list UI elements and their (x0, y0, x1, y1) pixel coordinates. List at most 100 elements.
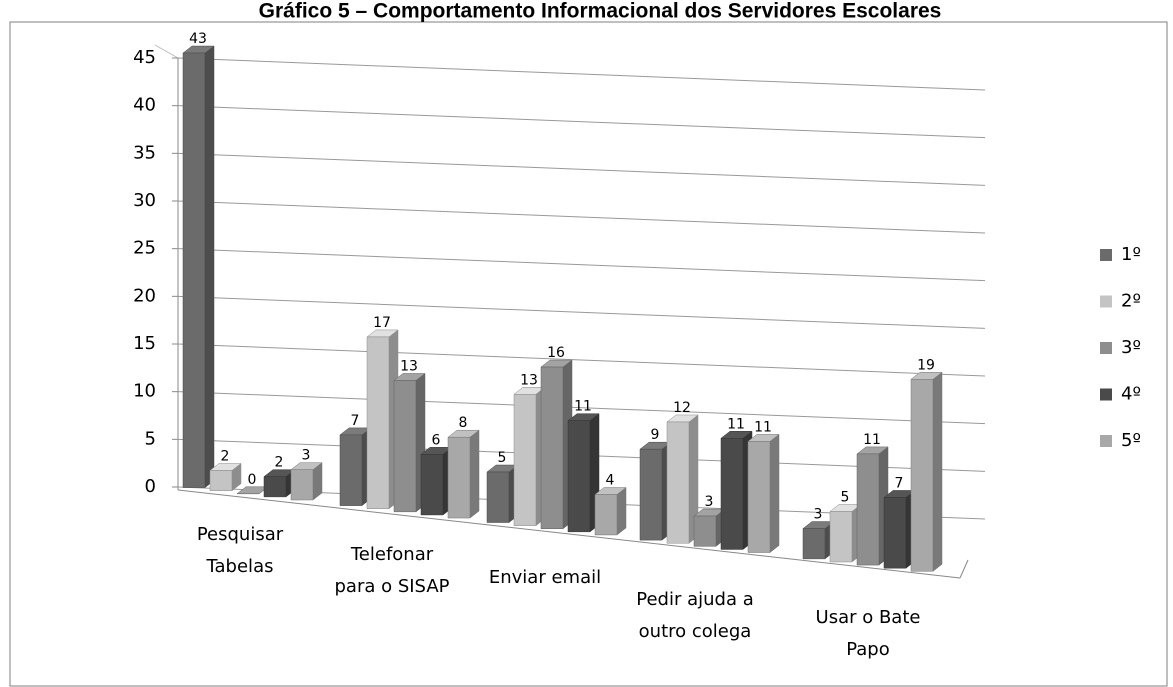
bar-front (720, 438, 744, 550)
x-tick-label: outro colega (639, 621, 752, 642)
bar (540, 359, 573, 530)
value-label: 2 (221, 448, 230, 464)
y-tick-label: 30 (133, 190, 156, 211)
value-label: 5 (498, 450, 507, 466)
value-label: 13 (400, 358, 418, 374)
legend-label: 5º (1121, 430, 1141, 451)
y-tick-label: 40 (133, 95, 156, 116)
y-tick-label: 20 (133, 285, 156, 306)
value-label: 16 (547, 345, 565, 361)
legend-label: 3º (1121, 337, 1141, 358)
bar-front (594, 494, 618, 536)
legend-label: 1º (1121, 244, 1141, 265)
value-label: 19 (917, 357, 935, 373)
bar-front (883, 497, 907, 569)
bar-front (447, 436, 471, 519)
value-label: 5 (841, 489, 850, 505)
legend-label: 4º (1121, 384, 1141, 405)
bar-front (420, 454, 444, 516)
x-tick-label: Telefonar (350, 544, 434, 565)
value-label: 12 (673, 400, 691, 416)
value-label: 11 (574, 399, 592, 415)
value-label: 7 (351, 413, 360, 429)
value-label: 11 (754, 419, 772, 435)
bar (666, 414, 699, 544)
x-tick-label: Enviar email (489, 567, 601, 588)
floor-edge (959, 559, 969, 579)
value-label: 2 (275, 455, 284, 471)
bar (420, 446, 453, 516)
bar (263, 469, 296, 498)
value-label: 8 (459, 415, 468, 431)
grid-line (177, 248, 986, 282)
y-tick-label: 25 (133, 238, 156, 259)
bar-front (910, 379, 934, 572)
bar-front (263, 476, 287, 498)
bar (290, 462, 323, 501)
x-tick-label: Pesquisar (197, 524, 284, 545)
grid-line (177, 200, 986, 234)
legend-swatch (1100, 435, 1112, 447)
bar (486, 464, 519, 524)
bar (339, 427, 372, 507)
bar-front (290, 469, 314, 501)
value-label: 13 (520, 372, 538, 388)
bar-front (747, 441, 771, 553)
bar (693, 508, 726, 547)
bar (594, 487, 627, 536)
bar-side (204, 45, 215, 489)
bar (366, 329, 399, 510)
value-label: 9 (651, 427, 660, 443)
bar (856, 446, 889, 566)
bar-front (802, 528, 826, 560)
bar-front (339, 434, 363, 506)
bar (829, 503, 862, 563)
x-tick-label: Tabelas (206, 556, 274, 577)
bar (747, 433, 780, 554)
x-tick-label: Papo (846, 639, 890, 660)
chart-title: Gráfico 5 – Comportamento Informacional … (259, 0, 942, 23)
bar (567, 413, 600, 533)
bar (883, 489, 916, 569)
bar-side (469, 429, 480, 519)
value-label: 3 (705, 494, 714, 510)
floor-edge (177, 489, 961, 579)
y-tick-label: 45 (133, 47, 156, 68)
value-label: 11 (863, 432, 881, 448)
value-label: 17 (373, 315, 391, 331)
bar (910, 371, 943, 572)
y-tick-label: 35 (133, 142, 156, 163)
bar-front (182, 52, 206, 488)
value-label: 43 (189, 31, 207, 47)
value-label: 4 (606, 473, 615, 489)
bar-front (693, 515, 717, 547)
grid-line (177, 343, 986, 377)
bar (393, 372, 426, 513)
bar (209, 462, 242, 492)
bar-front (540, 366, 564, 529)
legend-swatch (1100, 342, 1112, 354)
bar (447, 429, 480, 519)
y-tick-label: 0 (145, 476, 156, 497)
grid-line (177, 391, 986, 425)
legend-swatch (1100, 388, 1112, 401)
bar-side (932, 371, 943, 572)
legend-label: 2º (1121, 291, 1141, 312)
value-label: 3 (302, 448, 311, 464)
bar-front (567, 420, 591, 533)
bar-side (769, 433, 780, 554)
bar (802, 521, 835, 560)
grid-line (177, 57, 986, 91)
x-tick-label: para o SISAP (334, 576, 449, 597)
grid-line (177, 152, 986, 186)
y-tick-label: 5 (145, 428, 156, 449)
bar-side (616, 487, 627, 536)
bar-front (666, 421, 690, 544)
bar (182, 45, 215, 489)
grid-line (177, 105, 986, 139)
bar-front (829, 511, 853, 563)
left-wall-edge (154, 44, 179, 59)
bar (720, 430, 753, 550)
value-label: 7 (895, 475, 904, 491)
